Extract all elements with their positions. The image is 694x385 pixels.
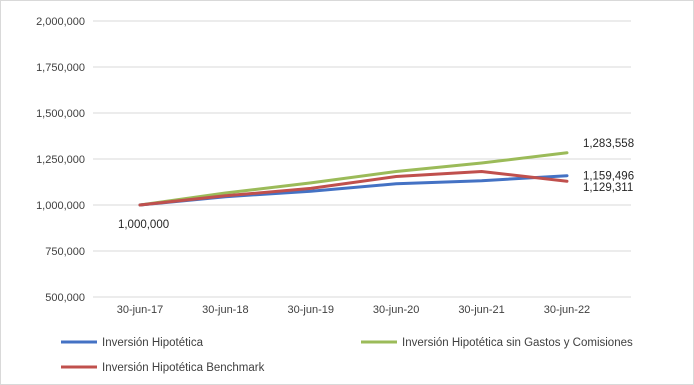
- y-tick-label: 2,000,000: [36, 16, 85, 28]
- data-label: 1,283,558: [583, 138, 634, 150]
- y-tick-label: 1,750,000: [36, 62, 85, 74]
- x-tick-label: 30-jun-19: [288, 304, 334, 316]
- x-tick-label: 30-jun-17: [117, 304, 163, 316]
- y-tick-label: 500,000: [45, 292, 85, 304]
- y-tick-label: 1,000,000: [36, 200, 85, 212]
- legend-label: Inversión Hipotética: [102, 337, 204, 349]
- series-line-2: [138, 170, 569, 207]
- data-label: 1,159,496: [583, 171, 634, 183]
- data-label: 1,000,000: [118, 219, 169, 231]
- x-tick-label: 30-jun-22: [544, 304, 590, 316]
- y-tick-label: 1,250,000: [36, 154, 85, 166]
- legend-label: Inversión Hipotética Benchmark: [102, 362, 265, 374]
- series-line-1: [138, 151, 569, 207]
- data-label: 1,129,311: [583, 182, 633, 194]
- y-tick-label: 750,000: [45, 246, 85, 258]
- y-tick-label: 1,500,000: [36, 108, 85, 120]
- series-line-0: [138, 174, 569, 207]
- x-tick-label: 30-jun-21: [458, 304, 504, 316]
- x-tick-label: 30-jun-18: [202, 304, 248, 316]
- legend-label: Inversión Hipotética sin Gastos y Comisi…: [402, 337, 633, 349]
- x-tick-label: 30-jun-20: [373, 304, 419, 316]
